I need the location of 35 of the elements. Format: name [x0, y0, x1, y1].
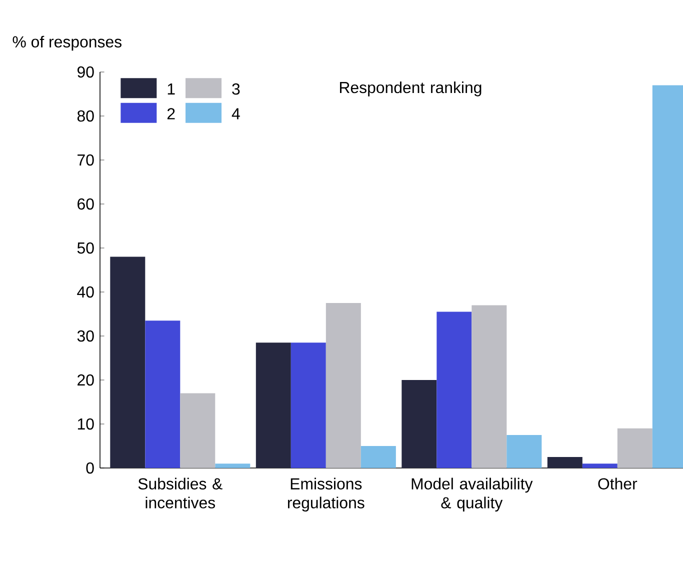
legend-label: 4 [232, 108, 240, 120]
legend-title: Respondent ranking [340, 81, 482, 96]
bar [326, 303, 361, 468]
bar [472, 305, 507, 468]
bar [617, 428, 652, 468]
bar [145, 320, 180, 468]
y-tick-label: 30 [77, 330, 94, 342]
x-tick-label: Subsidies & incentives [138, 478, 222, 508]
legend-label: 3 [232, 83, 240, 95]
x-tick-label: Emissions regulations [288, 478, 364, 512]
y-tick-label: 10 [78, 418, 94, 430]
y-axis-title: % of responses [12, 36, 122, 51]
bar [506, 435, 542, 468]
y-tick-label: 80 [77, 110, 94, 122]
y-tick-label: 0 [86, 462, 94, 474]
bar [180, 393, 216, 468]
bar [402, 380, 437, 468]
y-tick-label: 40 [77, 286, 94, 298]
legend-label: 1 [168, 83, 175, 94]
bar [360, 446, 396, 468]
bar [110, 256, 146, 468]
bar [582, 464, 618, 468]
legend-label: 2 [167, 108, 175, 120]
bar [256, 342, 291, 468]
y-tick-label: 70 [78, 154, 94, 166]
bar [547, 457, 582, 468]
y-tick-label: 20 [78, 374, 94, 386]
x-tick-label: Model availability & quality [412, 478, 533, 512]
y-tick-label: 90 [78, 66, 94, 78]
bar [290, 342, 326, 468]
y-tick-label: 50 [77, 242, 94, 254]
y-tick-label: 60 [78, 198, 94, 210]
bar [436, 312, 472, 468]
x-tick-label: Other [598, 478, 638, 490]
bar [215, 464, 250, 468]
